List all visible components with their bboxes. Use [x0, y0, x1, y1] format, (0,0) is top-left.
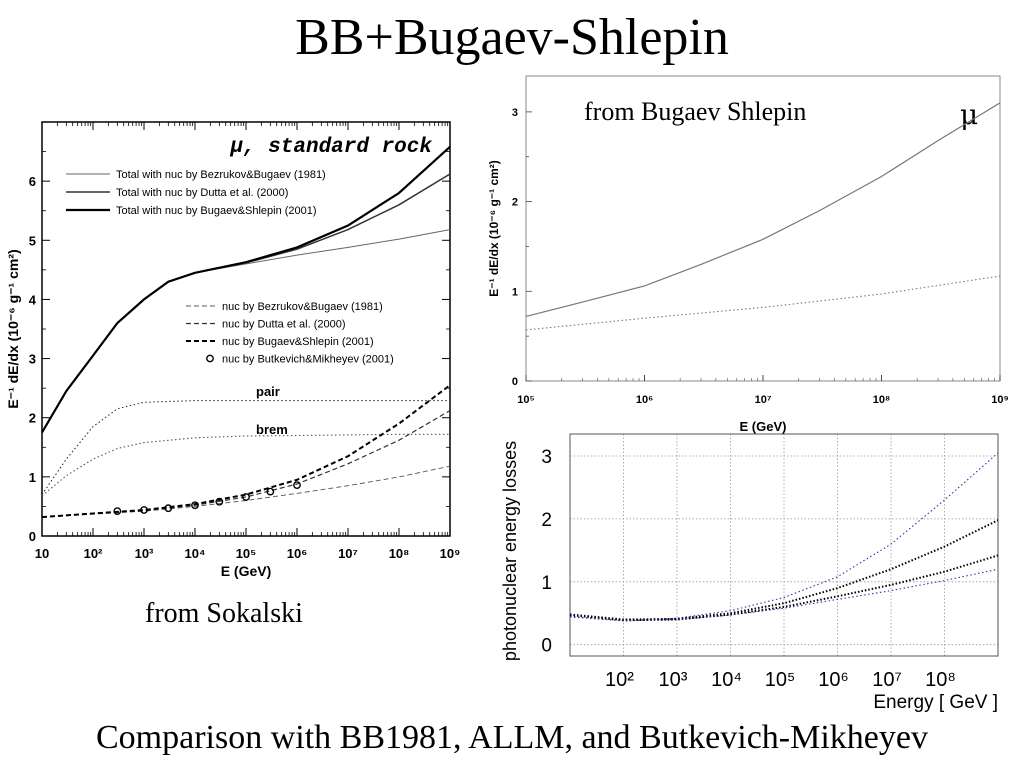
x-tick-label: 10⁸ [389, 546, 410, 561]
left-series-6-point-2 [164, 504, 173, 513]
br-series-0-line [569, 452, 999, 622]
y-tick-label: 0 [512, 376, 518, 388]
photonuclear-chart: 10² 10³ 10⁴ 10⁵ 10⁶ 10⁷ 10⁸ 0 1 2 3 Energy [ GeV ] p… [500, 433, 999, 713]
br-series-2-line [569, 554, 999, 622]
x-axis-label: E (GeV) [740, 419, 787, 434]
legend-label-4: nuc by Dutta et al. (2000) [222, 319, 346, 331]
x-tick-label: 10 [35, 546, 49, 561]
chart-title: μ, standard rock [229, 136, 432, 159]
legend-label-3: nuc by Bezrukov&Bugaev (1981) [222, 301, 383, 313]
y-tick-label: 5 [29, 233, 36, 248]
x-tick-label: 10⁷ [755, 394, 772, 406]
legend-label-5: nuc by Bugaev&Shlepin (2001) [222, 336, 374, 348]
plot-frame [569, 433, 999, 657]
left-series-6-point-3 [191, 501, 199, 510]
annotation-brem: brem [256, 422, 288, 437]
x-tick-label: 10⁵ [517, 394, 534, 406]
x-tick-label: 10⁹ [440, 546, 461, 561]
left-series-6-point-1 [140, 506, 148, 514]
chart-title: from Bugaev Shlepin [584, 97, 806, 126]
x-tick-label: 10⁷ [338, 546, 358, 561]
legend-label-6: nuc by Butkevich&Mikheyev (2001) [222, 354, 394, 366]
y-tick-label: 6 [29, 174, 36, 189]
y-axis-label: E⁻¹ dE/dx (10⁻⁶ g⁻¹ cm²) [5, 249, 21, 408]
x-tick-label: 10⁶ [636, 394, 653, 406]
y-tick-label: 0 [541, 636, 552, 657]
bugaev-shlepin-chart: 10⁵ 10⁶ 10⁷ 10⁸ 10⁹ 0 1 2 3 E (GeV) E⁻¹ dE/dx (10⁻… [487, 75, 1009, 434]
annotation-pair: pair [256, 384, 280, 399]
y-tick-label: 1 [29, 470, 36, 485]
slide-caption: Comparison with BB1981, ALLM, and Butkev… [96, 719, 928, 756]
legend-swatch-6 [206, 354, 214, 363]
left-chart-source-note: from Sokalski [145, 598, 303, 629]
x-tick-label: 10⁹ [991, 394, 1008, 406]
left-series-8-line [41, 433, 450, 497]
legend-label-2: Total with nuc by Bugaev&Shlepin (2001) [116, 205, 317, 217]
y-tick-label: 1 [541, 573, 552, 594]
x-tick-label: 10⁵ [765, 669, 796, 691]
x-tick-label: 10⁸ [925, 669, 956, 691]
x-tick-label: 10² [84, 546, 103, 561]
left-series-2-line [41, 145, 451, 434]
x-tick-label: 10⁶ [818, 669, 848, 691]
x-tick-label: 10⁵ [236, 546, 257, 561]
mu-label: μ [960, 98, 978, 131]
y-tick-label: 3 [29, 352, 36, 367]
left-series-0-line [41, 229, 451, 433]
left-series-5-line [41, 384, 451, 519]
left-series-6-point-7 [293, 481, 301, 490]
y-tick-label: 2 [29, 411, 36, 426]
y-tick-label: 1 [512, 286, 518, 298]
x-tick-label: 10⁶ [287, 546, 307, 561]
x-tick-label: 10³ [659, 669, 688, 691]
tr-series-0-line [525, 102, 1001, 317]
left-series-7-line [41, 400, 450, 495]
x-tick-label: 10⁴ [711, 669, 742, 691]
x-axis-label: E (GeV) [221, 563, 272, 579]
left-series-6-point-6 [266, 487, 275, 496]
y-axis-label: photonuclear energy losses [500, 441, 520, 661]
y-tick-label: 2 [541, 510, 552, 531]
left-series-4-line [41, 410, 451, 518]
left-series-3-line [41, 465, 451, 518]
legend-label-0: Total with nuc by Bezrukov&Bugaev (1981) [116, 169, 326, 181]
left-series-6-point-4 [215, 497, 224, 506]
y-tick-label: 2 [512, 197, 518, 209]
x-tick-label: 10² [605, 669, 634, 691]
y-axis-label: E⁻¹ dE/dx (10⁻⁶ g⁻¹ cm²) [487, 160, 501, 297]
left-series-6-point-5 [242, 493, 250, 501]
x-tick-label: 10⁸ [873, 394, 890, 406]
x-tick-label: 10³ [135, 546, 154, 561]
left-series-6-point-0 [113, 507, 122, 516]
legend-label-1: Total with nuc by Dutta et al. (2000) [116, 187, 288, 199]
y-tick-label: 3 [512, 107, 518, 119]
x-tick-label: 10⁷ [872, 669, 901, 691]
x-axis-label: Energy [ GeV ] [873, 692, 998, 713]
slide-title: BB+Bugaev-Shlepin [295, 9, 729, 66]
tr-series-1-line [525, 275, 1001, 331]
x-tick-label: 10⁴ [185, 546, 206, 561]
y-tick-label: 3 [541, 447, 552, 468]
y-tick-label: 0 [29, 529, 36, 544]
sokalski-chart: 10 10² 10³ 10⁴ 10⁵ 10⁶ 10⁷ 10⁸ 10⁹ 0 1 2 3 4 5 6 E (GeV)… [5, 121, 461, 579]
y-tick-label: 4 [29, 292, 37, 307]
br-series-1-line [569, 519, 999, 621]
